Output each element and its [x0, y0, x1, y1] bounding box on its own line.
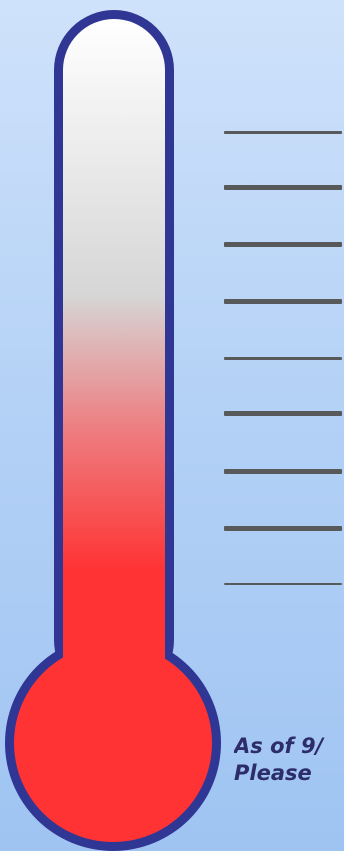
status-caption: As of 9/ Please: [234, 733, 344, 787]
tick-mark: [224, 131, 342, 134]
caption-line-2: Please: [234, 761, 312, 785]
thermometer-tube: [63, 19, 165, 709]
tick-mark: [224, 185, 342, 190]
tick-mark: [224, 299, 342, 304]
tick-mark: [224, 526, 342, 531]
tick-mark: [224, 583, 342, 585]
thermometer-bulb: [14, 644, 212, 842]
tick-mark: [224, 469, 342, 474]
thermometer-body: [5, 10, 221, 851]
tick-mark: [224, 411, 342, 416]
tick-mark: [224, 242, 342, 247]
tick-mark: [224, 357, 342, 360]
caption-line-1: As of 9/: [234, 734, 324, 758]
